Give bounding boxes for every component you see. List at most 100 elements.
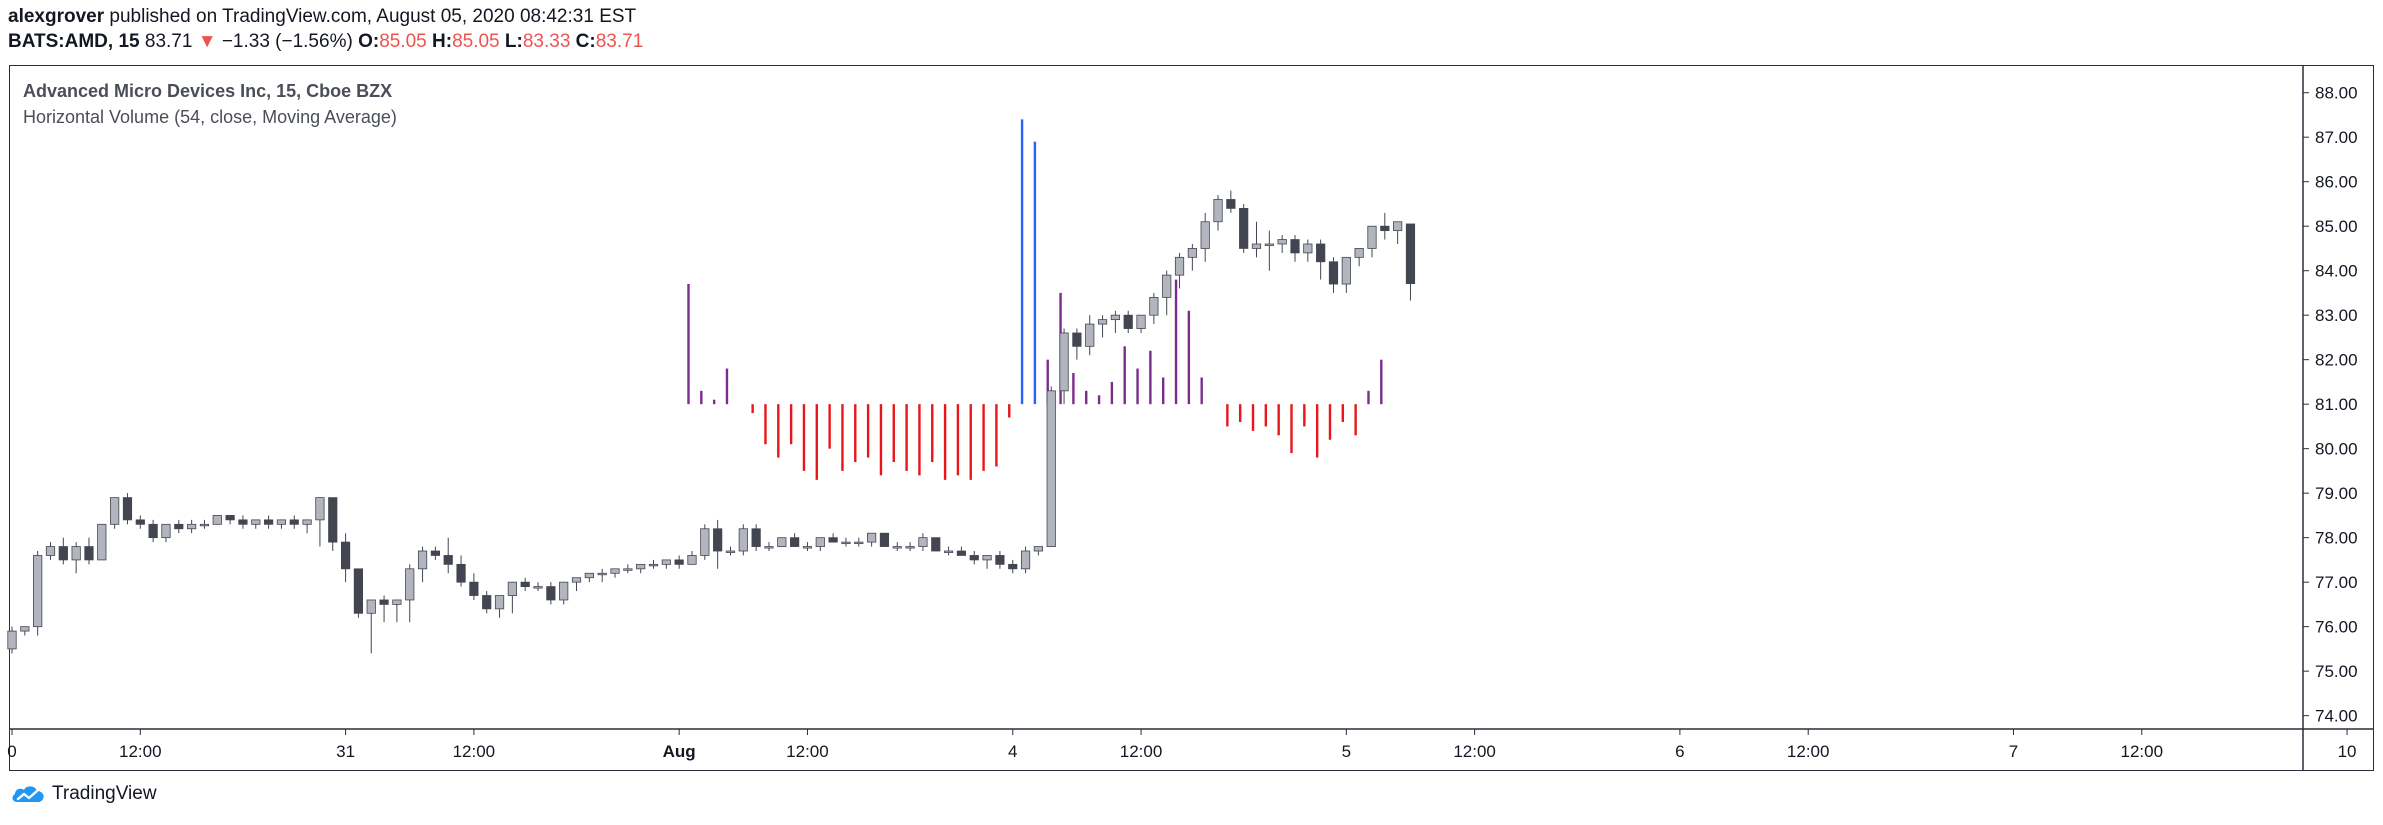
candle [340, 533, 351, 583]
time-tick-label: 4 [1008, 742, 1017, 761]
candle-body [1328, 261, 1339, 285]
candle [135, 515, 145, 529]
candle-body [187, 523, 197, 530]
candle-body [225, 515, 235, 521]
candle [482, 591, 492, 614]
candle [1328, 257, 1339, 293]
candle [122, 493, 133, 525]
candle-body [238, 519, 248, 525]
candle-body [1149, 296, 1159, 316]
candle-body [777, 537, 787, 547]
candle [33, 551, 43, 636]
candle-body [1341, 256, 1351, 285]
candle [1020, 546, 1031, 574]
symbol-label: BATS:AMD, 15 [8, 31, 140, 52]
candle [379, 595, 389, 623]
tradingview-cloud-icon [12, 786, 44, 802]
time-tick-label: 6 [1675, 742, 1684, 761]
candle-body [867, 532, 877, 543]
candle [1110, 310, 1120, 333]
candle-body [251, 519, 261, 525]
candle [20, 626, 30, 636]
price-tick-label: 75.00 [2315, 662, 2358, 681]
indicator-label[interactable]: Horizontal Volume (54, close, Moving Ave… [23, 107, 397, 127]
author-name[interactable]: alexgrover [8, 6, 105, 27]
candle [879, 532, 890, 547]
candle [867, 532, 877, 547]
down-arrow-icon: ▼ [197, 31, 217, 52]
candle-body [1174, 256, 1185, 276]
candle [713, 519, 723, 569]
candle [430, 546, 440, 560]
close-value: 83.71 [595, 31, 644, 52]
candle-body [84, 546, 94, 561]
candle [353, 568, 364, 618]
candle [7, 626, 17, 654]
candle-body [725, 550, 736, 553]
candle-body [174, 523, 184, 530]
price-chart[interactable]: 88.00 87.00 86.00 85.00 84.00 83.00 82.00 81.00… [0, 0, 2383, 780]
candle-body [892, 546, 902, 549]
candle [1405, 223, 1416, 301]
candle [1033, 546, 1043, 556]
candle-body [1213, 199, 1223, 223]
candle-body [1226, 199, 1236, 209]
close-label: C: [575, 31, 596, 52]
candle-body [302, 519, 312, 525]
price-tick-label: 74.00 [2315, 707, 2358, 726]
candle-body [828, 537, 838, 543]
candle [892, 542, 902, 552]
candle [1136, 314, 1146, 333]
candle [1200, 212, 1210, 262]
candle [507, 581, 517, 614]
candle [1072, 328, 1082, 360]
candle-body [815, 537, 825, 547]
candle-body [802, 546, 813, 549]
candle-body [340, 541, 351, 570]
time-tick-label: 31 [336, 742, 355, 761]
candle-body [661, 559, 671, 565]
candle-body [1277, 239, 1287, 245]
candle-body [1316, 243, 1326, 263]
candle-body [1239, 207, 1249, 249]
candle [854, 537, 864, 547]
candle-body [1367, 225, 1377, 249]
candle [251, 519, 261, 529]
time-tick-label: 12:00 [786, 742, 829, 761]
quote-line: BATS:AMD, 15 83.71 ▼ −1.33 (−1.56%) O:85… [8, 29, 643, 54]
candle [1059, 328, 1069, 405]
candle-body [1380, 225, 1390, 232]
candle-body [623, 568, 633, 571]
candle-body [20, 626, 30, 632]
candle [302, 519, 312, 534]
last-price: 83.71 [144, 31, 193, 52]
footer-brand[interactable]: TradingView [10, 783, 157, 805]
candle-body [212, 515, 222, 525]
chart-header: alexgrover published on TradingView.com,… [8, 4, 643, 54]
candle [276, 519, 287, 529]
candle [1123, 310, 1133, 333]
candle-body [289, 519, 299, 525]
price-tick-label: 83.00 [2315, 306, 2358, 325]
candle [956, 546, 967, 556]
candle [559, 581, 569, 605]
candle [584, 572, 594, 583]
candle-body [1008, 563, 1018, 570]
candle-body [687, 555, 697, 565]
chart-frame[interactable] [9, 65, 2374, 771]
candle-body [1110, 314, 1120, 321]
candle [751, 524, 761, 552]
time-tick-label: 10 [2338, 742, 2357, 761]
candle [212, 515, 222, 525]
candle [97, 523, 107, 561]
candle-body [430, 550, 440, 556]
candle [828, 533, 838, 543]
price-tick-label: 79.00 [2315, 484, 2358, 503]
candle-body [648, 563, 659, 567]
publish-line: alexgrover published on TradingView.com,… [8, 4, 643, 29]
candle-body [353, 568, 364, 614]
candle-body [392, 599, 402, 605]
candle [764, 542, 774, 552]
candle [790, 533, 800, 547]
candle-body [276, 519, 287, 525]
